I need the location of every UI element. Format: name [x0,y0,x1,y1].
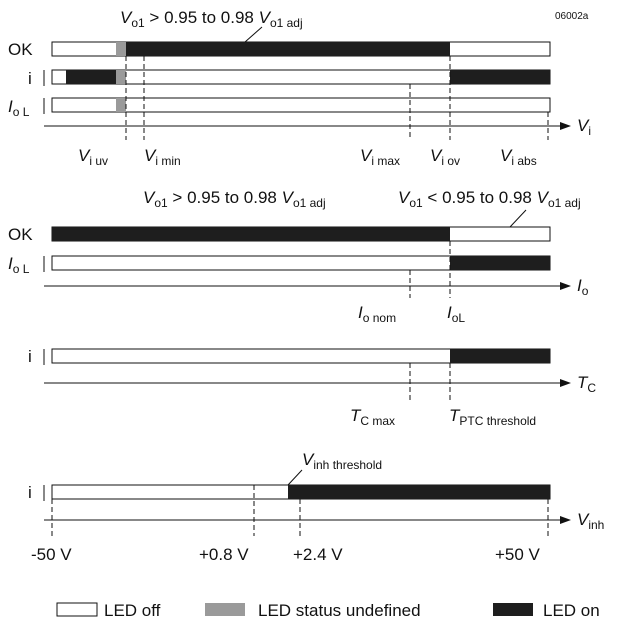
panel1-top-label: Vo1 > 0.95 to 0.98 Vo1 adj [120,8,303,30]
panel4-top-leader [287,469,303,486]
row-label-i-4: i [28,483,32,502]
panel2-axis-arrow [560,282,571,290]
panel4-axis-arrow [560,516,571,524]
legend-label-undefined: LED status undefined [258,601,421,620]
panel-case-temperature: i TC TC max TPTC threshold [28,347,596,428]
panel-output-current: Vo1 > 0.95 to 0.98 Vo1 adj Vo1 < 0.95 to… [8,188,589,325]
row-label-i: i [28,69,32,88]
legend-swatch-undefined [205,603,245,616]
row-label-iol-2: Io L [8,254,30,276]
panel1-axis-arrow [560,122,571,130]
iol-bar [51,97,551,113]
tick-plus50: +50 V [495,545,541,564]
tick-io-nom: Io nom [358,303,396,325]
panel2-axis-label: Io [577,276,589,298]
ok-on-segment [126,42,450,56]
i-on-segment-low [66,70,116,84]
i-on-segment-3 [450,349,550,363]
legend: LED off LED status undefined LED on [56,601,600,620]
legend-label-on: LED on [543,601,600,620]
ok-undefined-segment [116,42,126,56]
row-label-i-3: i [28,347,32,366]
row-label-ok-2: OK [8,225,33,244]
panel2-top-right-label: Vo1 < 0.95 to 0.98 Vo1 adj [398,188,581,210]
tick-vi-max: Vi max [360,146,400,168]
i-undefined-segment [116,70,126,84]
tick-vi-abs: Vi abs [500,146,537,168]
panel2-top-right-leader [509,209,527,228]
legend-swatch-on [493,603,533,616]
tick-minus50: -50 V [31,545,72,564]
panel1-axis-label: Vi [577,116,591,138]
tick-plus2p4: +2.4 V [293,545,343,564]
tick-ptc-threshold: TPTC threshold [449,406,536,428]
legend-swatch-off [56,602,98,617]
iol-on-segment-2 [450,256,550,270]
i-on-segment-4 [288,485,550,499]
tick-tc-max: TC max [350,406,395,428]
tick-vi-min: Vi min [144,146,181,168]
tick-vi-uv: Vi uv [78,146,108,168]
figure-id: 06002a [555,11,589,22]
panel3-axis-label: TC [577,373,596,395]
ok-on-segment-2 [52,227,450,241]
panel3-axis-arrow [560,379,571,387]
panel1-top-leader [244,26,263,43]
panel4-top-label: Vinh threshold [302,450,382,472]
iol-undefined-segment [116,98,126,112]
tick-iol: IoL [447,303,465,325]
legend-label-off: LED off [104,601,161,620]
row-label-ok: OK [8,40,33,59]
tick-vi-ov: Vi ov [430,146,460,168]
tick-plus0p8: +0.8 V [199,545,249,564]
panel-inhibit-voltage: Vinh threshold i Vinh -50 V +0.8 V +2.4 … [28,450,604,564]
row-label-iol: Io L [8,97,30,119]
panel2-top-left-label: Vo1 > 0.95 to 0.98 Vo1 adj [143,188,326,210]
i-on-segment-high [450,70,550,84]
panel4-axis-label: Vinh [577,510,604,532]
panel-input-voltage: 06002a Vo1 > 0.95 to 0.98 Vo1 adj OK i I… [8,8,591,168]
